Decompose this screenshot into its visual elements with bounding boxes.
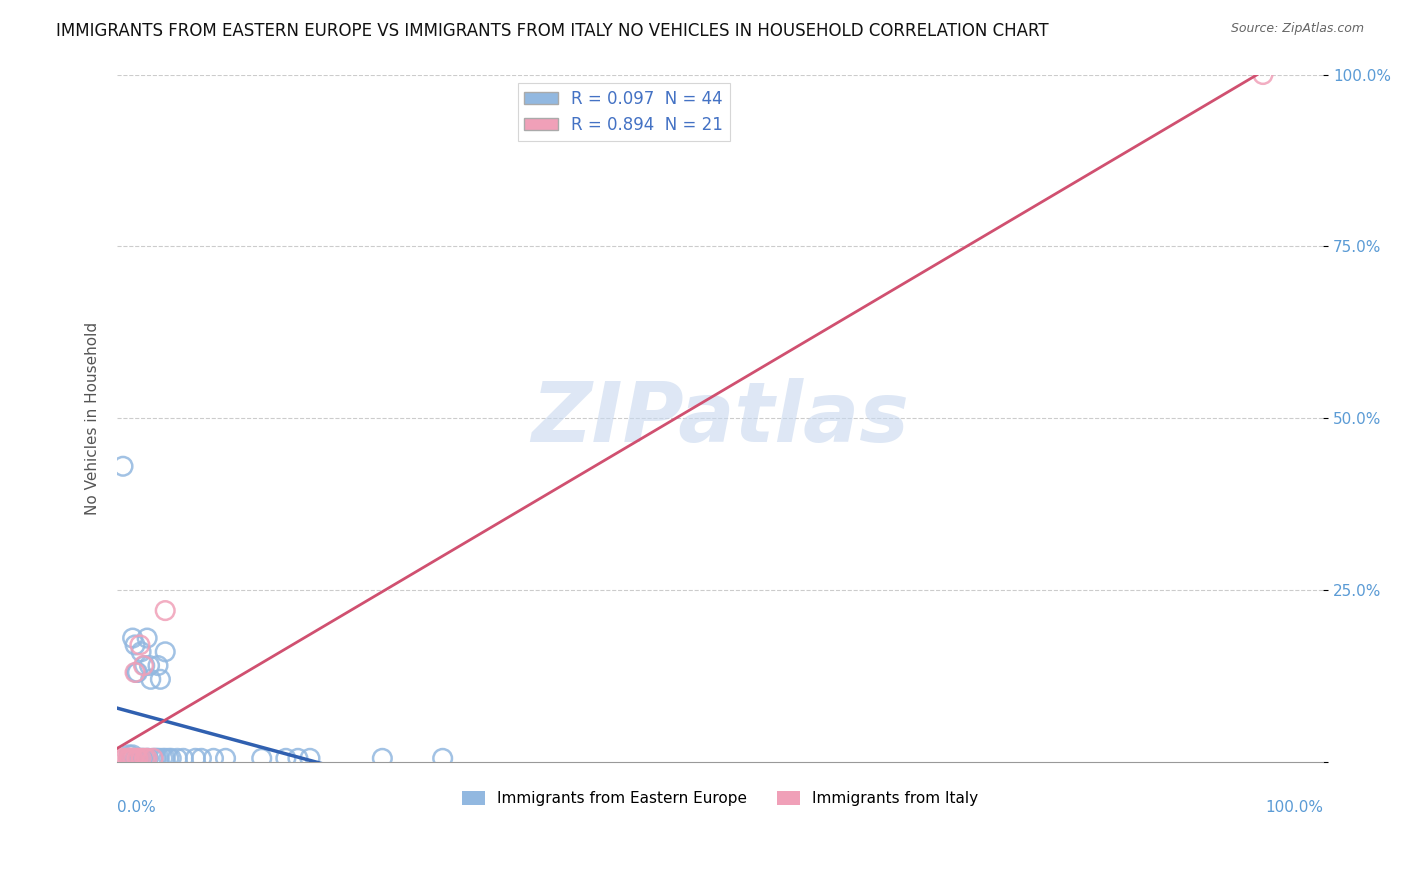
Point [250,751,273,765]
Point [117,751,139,765]
Point [142,751,165,765]
Point [120,751,142,765]
Point [121,631,143,645]
Point [120,751,142,765]
Point [202,751,225,765]
Point [132,658,155,673]
Point [121,751,143,765]
Point [149,673,172,687]
Point [214,751,236,765]
Point [146,751,169,765]
Point [127,665,149,680]
Point [129,751,152,765]
Point [114,751,136,765]
Point [172,751,194,765]
Point [122,751,145,765]
Point [121,747,143,762]
Point [111,459,134,474]
Point [134,751,156,765]
Point [118,751,141,765]
Point [129,645,152,659]
Text: ZIPatlas: ZIPatlas [531,377,910,458]
Point [118,751,141,765]
Point [124,751,146,765]
Point [136,751,159,765]
Point [371,751,394,765]
Point [128,751,150,765]
Point [136,751,159,765]
Text: 100.0%: 100.0% [1265,799,1323,814]
Y-axis label: No Vehicles in Household: No Vehicles in Household [86,322,100,515]
Point [118,747,141,762]
Point [139,673,162,687]
Point [136,631,159,645]
Point [134,658,156,673]
Point [142,751,165,765]
Point [148,751,170,765]
Point [136,751,159,765]
Point [432,751,454,765]
Legend: R = 0.097  N = 44, R = 0.894  N = 21: R = 0.097 N = 44, R = 0.894 N = 21 [517,83,730,141]
Point [155,645,177,659]
Point [131,751,153,765]
Point [145,751,167,765]
Point [125,751,148,765]
Point [160,751,183,765]
Point [124,665,146,680]
Point [190,751,212,765]
Point [274,751,297,765]
Point [125,665,148,680]
Point [298,751,321,765]
Text: 0.0%: 0.0% [117,799,156,814]
Point [166,751,188,765]
Point [111,751,134,765]
Point [184,751,207,765]
Point [287,751,309,765]
Point [138,658,160,673]
Text: IMMIGRANTS FROM EASTERN EUROPE VS IMMIGRANTS FROM ITALY NO VEHICLES IN HOUSEHOLD: IMMIGRANTS FROM EASTERN EUROPE VS IMMIGR… [56,22,1049,40]
Point [128,751,150,765]
Point [120,751,142,765]
Point [118,751,141,765]
Point [128,751,150,765]
Point [157,751,180,765]
Point [155,751,177,765]
Point [146,658,169,673]
Point [124,638,146,652]
Point [132,751,155,765]
Point [128,638,150,652]
Text: Source: ZipAtlas.com: Source: ZipAtlas.com [1230,22,1364,36]
Point [127,751,149,765]
Point [152,751,174,765]
Point [1251,68,1274,82]
Point [155,604,177,618]
